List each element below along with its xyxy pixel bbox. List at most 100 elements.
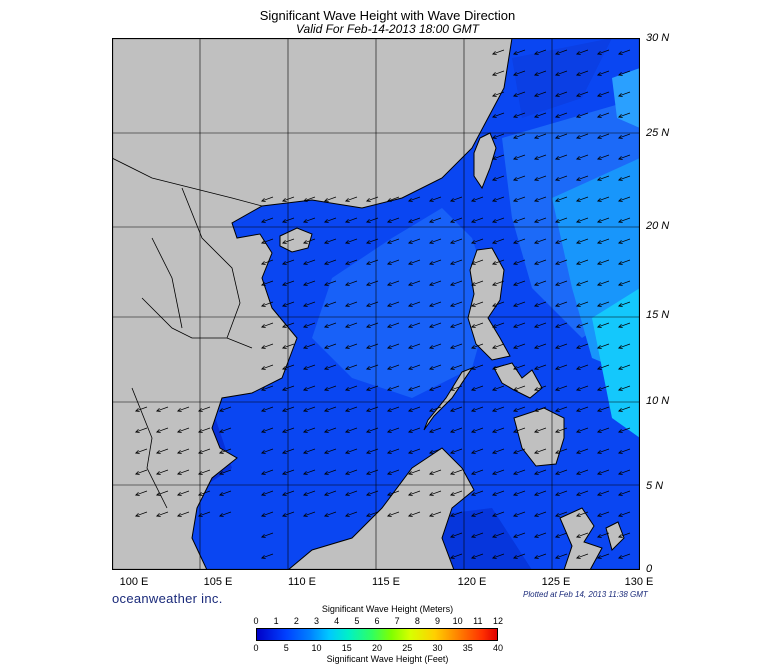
wave-arrow xyxy=(533,343,547,349)
wave-arrow xyxy=(176,511,190,517)
wave-arrow xyxy=(386,196,400,202)
wave-arrow xyxy=(407,301,421,307)
wave-arrow xyxy=(554,154,568,160)
wave-arrow xyxy=(302,448,316,454)
wave-arrow xyxy=(554,91,568,97)
palawan-land xyxy=(423,366,474,431)
wave-arrow xyxy=(617,385,631,391)
wave-arrow xyxy=(491,511,505,517)
wave-arrow xyxy=(323,469,337,475)
wave-arrow xyxy=(470,343,484,349)
wave-arrow xyxy=(533,175,547,181)
wave-arrow xyxy=(575,343,589,349)
wave-arrow xyxy=(344,343,358,349)
wave-arrow xyxy=(323,322,337,328)
colorbar-feet-tick: 0 xyxy=(253,643,259,653)
wave-arrow xyxy=(386,322,400,328)
wave-arrow xyxy=(218,511,232,517)
wave-arrow xyxy=(281,343,295,349)
wave-arrow xyxy=(344,238,358,244)
country-border xyxy=(181,187,241,339)
wave-arrow xyxy=(491,133,505,139)
colorbar-meter-tick: 4 xyxy=(334,616,340,626)
wave-arrow xyxy=(323,511,337,517)
halmahera-land xyxy=(605,521,625,551)
wave-arrow xyxy=(575,238,589,244)
wave-arrow xyxy=(575,175,589,181)
wave-arrow xyxy=(575,532,589,538)
wave-arrow xyxy=(449,427,463,433)
wave-arrow xyxy=(281,259,295,265)
wave-arrow xyxy=(596,49,610,55)
wave-arrow xyxy=(596,154,610,160)
wave-arrow xyxy=(512,217,526,223)
wave-arrow xyxy=(491,196,505,202)
wave-arrow xyxy=(554,532,568,538)
wave-arrow xyxy=(449,448,463,454)
wave-arrow xyxy=(134,427,148,433)
wave-arrow xyxy=(575,322,589,328)
wave-arrow xyxy=(575,511,589,517)
wave-arrow xyxy=(302,343,316,349)
wave-arrow xyxy=(260,553,274,559)
wave-arrow xyxy=(344,301,358,307)
wave-arrow xyxy=(491,154,505,160)
wave-arrow xyxy=(323,490,337,496)
wave-arrow xyxy=(428,343,442,349)
wave-arrow xyxy=(302,427,316,433)
wave-arrow xyxy=(155,448,169,454)
lon-label-100e: 100 E xyxy=(119,576,149,588)
wave-arrow xyxy=(260,196,274,202)
wave-arrow xyxy=(617,532,631,538)
wave-arrow xyxy=(617,259,631,265)
wave-arrow xyxy=(428,196,442,202)
wave-arrow xyxy=(491,343,505,349)
wave-arrow xyxy=(407,196,421,202)
wave-arrow xyxy=(281,238,295,244)
wave-arrow xyxy=(218,448,232,454)
wave-arrow xyxy=(155,490,169,496)
wave-arrow xyxy=(197,448,211,454)
wave-arrow xyxy=(260,511,274,517)
wave-arrow xyxy=(365,469,379,475)
wave-arrow xyxy=(281,364,295,370)
wave-arrow xyxy=(386,385,400,391)
colorbar-meter-tick: 3 xyxy=(313,616,319,626)
wave-arrow xyxy=(554,49,568,55)
oceanweather-logo: oceanweather inc. xyxy=(112,591,223,606)
wave-arrow xyxy=(554,511,568,517)
wave-arrow xyxy=(617,511,631,517)
wave-arrow xyxy=(533,427,547,433)
wave-arrow xyxy=(554,406,568,412)
wave-arrow xyxy=(260,490,274,496)
wave-arrow xyxy=(512,133,526,139)
wave-arrow xyxy=(533,91,547,97)
wave-arrow xyxy=(155,511,169,517)
wave-arrow xyxy=(365,301,379,307)
map-canvas xyxy=(112,38,640,570)
wave-arrow xyxy=(260,322,274,328)
wave-arrow xyxy=(365,343,379,349)
wave-arrow xyxy=(575,49,589,55)
wave-arrow xyxy=(617,469,631,475)
wave-arrow xyxy=(197,427,211,433)
wave-arrow xyxy=(386,238,400,244)
wave-arrow xyxy=(407,511,421,517)
wave-arrow xyxy=(575,427,589,433)
wave-arrow xyxy=(302,469,316,475)
map-border xyxy=(112,38,640,570)
wave-arrow xyxy=(449,196,463,202)
colorbar-meter-tick: 9 xyxy=(434,616,440,626)
wave-arrow xyxy=(491,112,505,118)
lat-label-25n: 25 N xyxy=(646,127,670,139)
wave-arrow xyxy=(260,259,274,265)
wave-arrow xyxy=(134,448,148,454)
lat-label-0: 0 xyxy=(646,563,653,575)
wave-arrow xyxy=(575,406,589,412)
colorbar-meter-tick: 6 xyxy=(374,616,380,626)
wave-arrow xyxy=(134,469,148,475)
wave-zone-peak xyxy=(612,68,640,128)
wave-arrow xyxy=(449,322,463,328)
wave-arrow xyxy=(596,259,610,265)
wave-arrow xyxy=(554,175,568,181)
